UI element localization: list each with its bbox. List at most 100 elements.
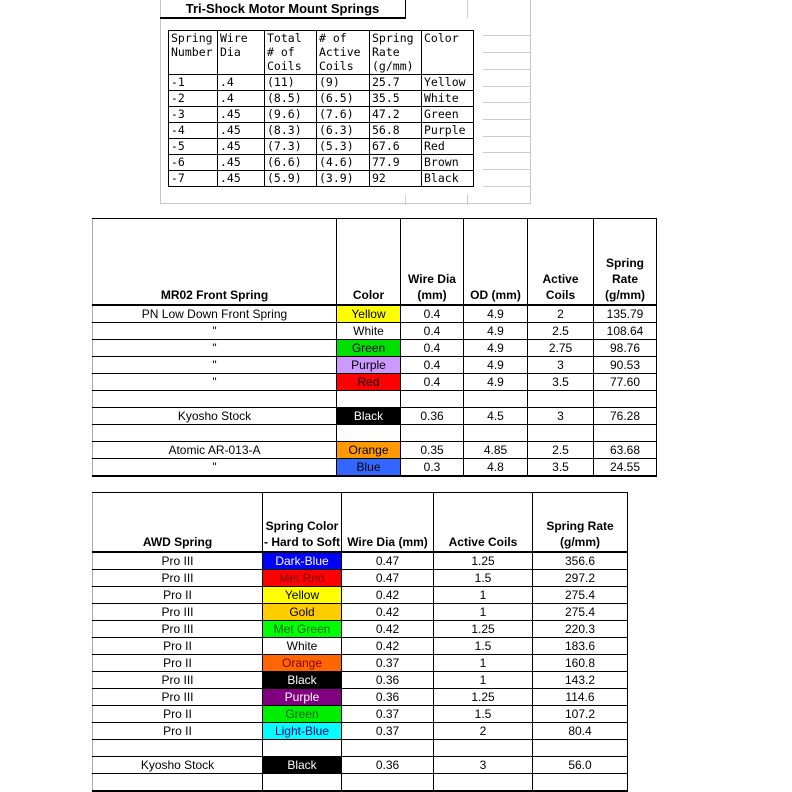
table-cell: 2.75 [527, 339, 594, 357]
table-row: Pro II White 0.42 1.5 183.6 [92, 637, 628, 655]
gridline [483, 186, 531, 187]
gridline [483, 119, 531, 120]
color-swatch-cell: Green [262, 705, 342, 723]
table-cell: 67.6 [369, 138, 422, 155]
gridline [483, 169, 531, 170]
table-cell: 0.4 [400, 373, 464, 391]
column-header: Spring Rate (g/mm) [593, 218, 657, 306]
table-row: Pro III Dark-Blue 0.47 1.25 356.6 [92, 551, 628, 570]
table-cell: 0.42 [341, 637, 434, 655]
color-swatch-cell [336, 424, 401, 442]
table-cell: 1.5 [433, 569, 533, 587]
column-header: Spring Number [168, 30, 218, 75]
table-cell: 3.5 [527, 373, 594, 391]
table-row: Pro III Met Red 0.47 1.5 297.2 [92, 569, 628, 587]
table-cell: (8.3) [264, 122, 317, 139]
table-cell [341, 739, 434, 757]
table-cell [532, 773, 628, 792]
column-header: AWD Spring [92, 492, 263, 553]
table-cell: .45 [217, 170, 265, 187]
table-cell: PN Low Down Front Spring [92, 304, 337, 323]
table-cell: .4 [217, 90, 265, 107]
table-cell: -5 [168, 138, 218, 155]
table-row [92, 424, 657, 442]
color-swatch-cell: Yellow [336, 304, 401, 323]
gridline [467, 0, 468, 18]
table-cell [527, 424, 594, 442]
table-cell: 183.6 [532, 637, 628, 655]
color-swatch-cell: Red [336, 373, 401, 391]
table-cell: Pro III [92, 569, 263, 587]
table-cell: Brown [421, 154, 474, 171]
table-cell [92, 773, 263, 792]
color-swatch-cell: Orange [336, 441, 401, 459]
table-cell: 0.37 [341, 722, 434, 740]
color-swatch-cell [262, 773, 342, 792]
table-cell: 4.9 [463, 356, 528, 374]
table-cell: " [92, 356, 337, 374]
table-cell: 297.2 [532, 569, 628, 587]
table-cell: (6.3) [316, 122, 370, 139]
table-cell: 0.47 [341, 569, 434, 587]
table-cell: Red [421, 138, 474, 155]
table-row: Atomic AR-013-A Orange 0.35 4.85 2.5 63.68 [92, 441, 657, 459]
table-row: " White 0.4 4.9 2.5 108.64 [92, 322, 657, 340]
table-row: Pro II Light-Blue 0.37 2 80.4 [92, 722, 628, 740]
gridline [483, 86, 531, 87]
table-row [92, 390, 657, 408]
table-cell: 4.8 [463, 458, 528, 477]
table-cell: .45 [217, 106, 265, 123]
table-cell: (9.6) [264, 106, 317, 123]
color-swatch-cell: White [336, 322, 401, 340]
table-row: -2.4 (8.5) (6.5) 35.5 White [168, 90, 474, 107]
table-cell: .45 [217, 154, 265, 171]
table-cell: 0.37 [341, 654, 434, 672]
gridline [483, 152, 531, 153]
table-cell: Purple [421, 122, 474, 139]
table-cell: -2 [168, 90, 218, 107]
gridline [483, 69, 531, 70]
color-swatch-cell: Black [262, 756, 342, 774]
table-cell: (8.5) [264, 90, 317, 107]
table-row: Kyosho Stock Black 0.36 4.5 3 76.28 [92, 407, 657, 425]
color-swatch-cell [336, 390, 401, 408]
tri-shock-table: Spring Number Wire Dia Total # of Coils # o… [168, 30, 474, 187]
table-row: -4.45 (8.3) (6.3) 56.8 Purple [168, 122, 474, 139]
table-cell: 3 [527, 356, 594, 374]
table-cell: 0.36 [341, 756, 434, 774]
table-cell: 92 [369, 170, 422, 187]
table-cell: Pro II [92, 637, 263, 655]
table-cell: Kyosho Stock [92, 756, 263, 774]
table-cell: 114.6 [532, 688, 628, 706]
table-cell: 4.9 [463, 373, 528, 391]
column-header: Wire Dia (mm) [400, 218, 464, 306]
column-header: # of Active Coils [316, 30, 370, 75]
table-cell: Yellow [421, 74, 474, 91]
table-row: Pro III Black 0.36 1 143.2 [92, 671, 628, 689]
table-cell: 56.8 [369, 122, 422, 139]
column-header: OD (mm) [463, 218, 528, 306]
table-cell: (6.5) [316, 90, 370, 107]
table-cell: Black [421, 170, 474, 187]
table-row: PN Low Down Front Spring Yellow 0.4 4.9 2 135… [92, 304, 657, 323]
table-cell: Pro II [92, 722, 263, 740]
column-header: Color [421, 30, 474, 75]
color-swatch-cell: Black [336, 407, 401, 425]
table-cell: 80.4 [532, 722, 628, 740]
gridline [467, 195, 468, 205]
table-row: " Blue 0.3 4.8 3.5 24.55 [92, 458, 657, 477]
table-row: Pro II Green 0.37 1.5 107.2 [92, 705, 628, 723]
gridline [483, 35, 531, 36]
table-cell: 0.36 [341, 671, 434, 689]
table-cell: Atomic AR-013-A [92, 441, 337, 459]
table-cell: (6.6) [264, 154, 317, 171]
table-row: " Red 0.4 4.9 3.5 77.60 [92, 373, 657, 391]
gridline [405, 195, 406, 205]
table-cell: (9) [316, 74, 370, 91]
table-cell: 0.37 [341, 705, 434, 723]
table-cell: 90.53 [593, 356, 657, 374]
table-cell: 275.4 [532, 586, 628, 604]
table-cell: Pro III [92, 551, 263, 570]
gridline [483, 102, 531, 103]
table-cell: 35.5 [369, 90, 422, 107]
